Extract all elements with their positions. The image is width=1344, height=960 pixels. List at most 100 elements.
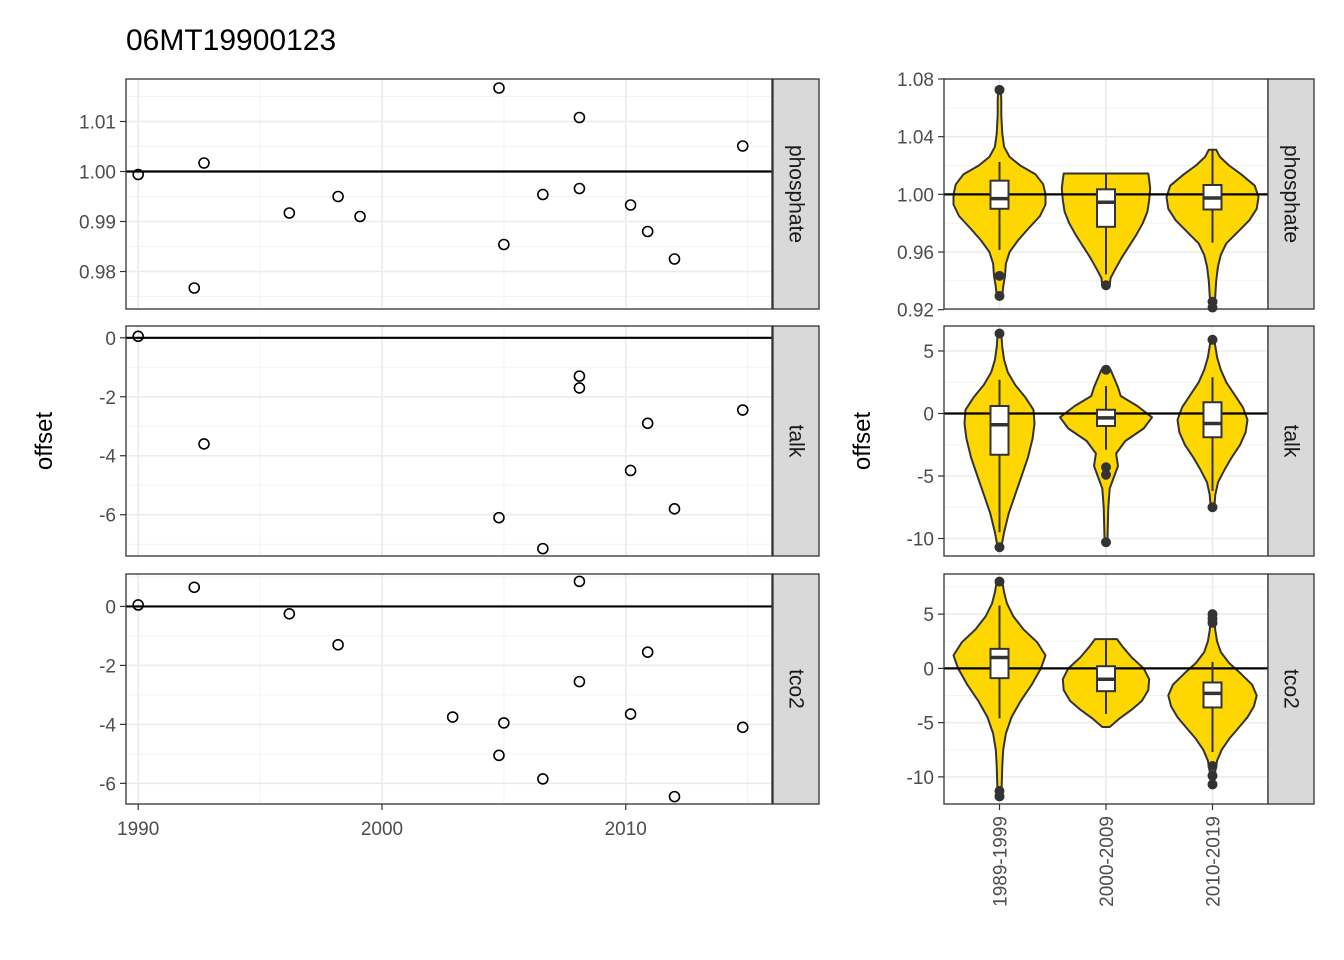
scatter-phosphate-point — [283, 207, 296, 219]
scatter-phosphate-strip-label: phosphate — [785, 145, 808, 243]
violin-talk-outlier — [1207, 334, 1218, 345]
scatter-talk-point — [573, 370, 586, 382]
scatter-phosphate-panel-border — [125, 78, 773, 310]
scatter-talk-point — [198, 438, 210, 450]
violin-phosphate-box — [1096, 188, 1116, 228]
scatter-tco2-point — [493, 749, 505, 762]
scatter-phosphate-point — [573, 111, 586, 124]
violin-talk-strip-label: talk — [1280, 425, 1303, 458]
violin-talk-box — [989, 405, 1010, 456]
violin-talk-outlier — [1101, 364, 1111, 375]
violin-phosphate-y-tick-label: 1.04 — [897, 128, 934, 149]
violin-phosphate-outlier — [1207, 302, 1218, 313]
scatter-tco2-point — [332, 638, 344, 651]
scatter-tco2-point — [641, 646, 654, 658]
scatter-tco2-point — [624, 708, 637, 720]
violin-tco2-outlier — [994, 576, 1005, 587]
scatter-talk-y-tick-label: -4 — [99, 447, 116, 468]
scatter-phosphate-y-tick-label: 1.00 — [79, 163, 116, 184]
scatter-tco2-point — [736, 721, 749, 734]
scatter-y-axis-title: offset — [31, 412, 58, 471]
violin-phosphate-strip-label: phosphate — [1280, 145, 1303, 243]
violin-phosphate-outlier — [1101, 280, 1111, 291]
scatter-x-tick-label: 1990 — [117, 819, 159, 840]
violin-talk-strip — [1267, 325, 1315, 557]
violin-phosphate-y-tick-label: 0.96 — [897, 243, 934, 264]
scatter-talk-point — [537, 542, 549, 555]
scatter-tco2-y-tick-label: 0 — [105, 597, 116, 618]
scatter-phosphate-point — [624, 199, 637, 211]
scatter-tco2-point — [668, 790, 681, 803]
scatter-phosphate-point — [537, 188, 549, 201]
scatter-tco2-strip-label: tco2 — [785, 669, 808, 709]
violin-talk-box — [1202, 401, 1223, 439]
violin-tco2-y-tick-label: 5 — [923, 605, 934, 626]
violin-tco2-outlier — [1207, 761, 1218, 772]
scatter-x-tick-label: 2010 — [605, 819, 647, 840]
violin-tco2-outlier — [1207, 617, 1218, 628]
scatter-talk-point — [641, 417, 654, 430]
scatter-tco2-point — [132, 599, 144, 611]
scatter-phosphate-point — [668, 253, 681, 265]
scatter-phosphate-point — [354, 210, 366, 223]
scatter-tco2-point — [498, 717, 510, 729]
violin-x-tick-label: 1989-1999 — [991, 816, 1012, 907]
violin-talk-y-tick-label: -5 — [917, 467, 934, 488]
scatter-phosphate-point — [736, 140, 749, 152]
violin-tco2-outlier — [1207, 770, 1218, 781]
scatter-tco2-panel-bg — [126, 574, 772, 804]
scatter-tco2-y-tick-label: -6 — [99, 774, 116, 795]
scatter-tco2-point — [283, 608, 296, 620]
scatter-x-tick-label: 2000 — [361, 819, 403, 840]
violin-tco2-y-tick-label: -5 — [917, 714, 934, 735]
scatter-phosphate-point — [498, 238, 510, 251]
violin-phosphate-outlier — [994, 270, 1005, 281]
violin-tco2-outlier — [994, 791, 1005, 802]
scatter-tco2-point — [573, 675, 586, 688]
scatter-tco2-y-tick-label: -4 — [99, 715, 116, 736]
violin-phosphate-outlier — [994, 291, 1005, 302]
violin-talk-outlier — [1101, 469, 1111, 480]
scatter-talk-strip — [772, 325, 820, 557]
scatter-talk-panel-bg — [126, 326, 772, 556]
scatter-phosphate-y-tick-label: 1.01 — [79, 113, 116, 134]
violin-phosphate-y-tick-label: 1.08 — [897, 70, 934, 91]
scatter-phosphate-point — [198, 157, 210, 169]
scatter-talk-y-tick-label: 0 — [105, 329, 116, 350]
violin-talk-outlier — [1101, 462, 1111, 473]
violin-y-axis-title: offset — [849, 412, 876, 471]
violin-phosphate-strip — [1267, 78, 1315, 310]
violin-tco2-y-tick-label: -10 — [907, 768, 934, 789]
violin-phosphate-outlier — [994, 84, 1005, 95]
violin-talk-outlier — [994, 542, 1005, 553]
violin-tco2-outlier — [1207, 779, 1218, 790]
scatter-talk-y-tick-label: -2 — [99, 388, 116, 409]
violin-talk-y-tick-label: -10 — [907, 530, 934, 551]
scatter-phosphate-point — [332, 190, 344, 203]
violin-phosphate-y-tick-label: 0.92 — [897, 301, 934, 322]
violin-tco2-y-tick-label: 0 — [923, 659, 934, 680]
violin-talk-y-tick-label: 0 — [923, 405, 934, 426]
scatter-talk-y-tick-label: -6 — [99, 506, 116, 527]
scatter-phosphate-point — [132, 168, 144, 181]
violin-x-tick-label: 2000-2009 — [1097, 816, 1118, 907]
violin-talk-outlier — [1207, 502, 1218, 513]
scatter-phosphate-point — [188, 282, 201, 294]
violin-talk-outlier — [1101, 537, 1111, 548]
scatter-talk-strip-label: talk — [785, 425, 808, 458]
scatter-talk-point — [668, 503, 681, 515]
violin-phosphate-y-tick-label: 1.00 — [897, 185, 934, 206]
scatter-talk-point — [736, 404, 749, 416]
violin-tco2-strip — [1267, 573, 1315, 805]
violin-x-tick-label: 2010-2019 — [1204, 816, 1225, 907]
scatter-tco2-point — [188, 581, 201, 594]
violin-phosphate-box — [989, 179, 1010, 210]
violin-tco2-box — [989, 647, 1010, 680]
scatter-talk-panel-border — [125, 325, 773, 557]
scatter-tco2-point — [573, 575, 586, 588]
violin-tco2-strip-label: tco2 — [1280, 669, 1303, 709]
page-title: 06MT19900123 — [126, 24, 337, 57]
scatter-talk-point — [132, 330, 144, 343]
scatter-phosphate-point — [641, 225, 654, 238]
